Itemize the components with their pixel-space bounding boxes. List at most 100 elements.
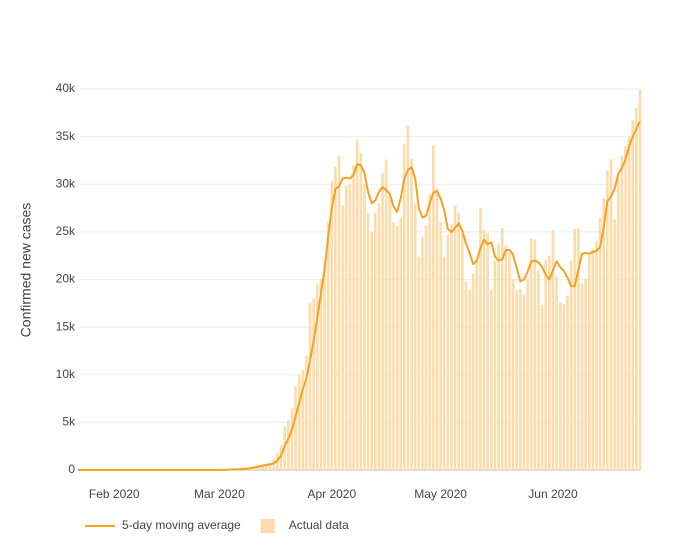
bar	[326, 222, 330, 470]
bar	[584, 278, 587, 470]
bar	[432, 145, 435, 470]
bar	[504, 246, 508, 470]
bar	[486, 232, 490, 470]
bar	[399, 217, 402, 470]
bar	[620, 155, 624, 471]
bar	[442, 256, 446, 470]
bar	[555, 276, 558, 470]
bar	[591, 249, 595, 470]
bar	[537, 269, 540, 470]
y-tick-label: 35k	[56, 129, 76, 143]
bar	[500, 228, 504, 470]
bar	[544, 260, 548, 470]
y-tick-label: 15k	[56, 319, 76, 333]
bar	[508, 252, 511, 470]
bar	[421, 236, 424, 470]
bar	[424, 225, 428, 470]
bar	[355, 139, 359, 471]
x-tick-label: Mar 2020	[194, 487, 245, 501]
bar	[551, 229, 555, 470]
x-tick-label: Feb 2020	[89, 487, 140, 501]
y-tick-label: 5k	[62, 415, 76, 429]
bar	[392, 222, 395, 470]
bar	[548, 255, 551, 470]
bar	[533, 239, 537, 470]
bar	[606, 170, 609, 471]
bar	[261, 464, 265, 470]
bar	[595, 241, 598, 470]
bar	[257, 465, 261, 470]
bar	[482, 229, 486, 470]
bar	[471, 273, 475, 470]
bar	[627, 136, 631, 470]
bar	[395, 226, 399, 470]
bar	[573, 229, 577, 470]
bar	[265, 463, 268, 470]
bar	[490, 289, 493, 470]
bar	[461, 232, 464, 470]
bar	[334, 167, 337, 471]
bar	[348, 184, 352, 470]
bar	[384, 159, 388, 471]
bar	[341, 205, 344, 470]
bar	[450, 224, 453, 470]
bar	[577, 228, 580, 470]
bar	[301, 369, 305, 470]
x-tick-label: Jun 2020	[528, 487, 578, 501]
y-tick-label: 40k	[56, 81, 76, 95]
bar	[428, 193, 432, 470]
bar	[580, 283, 584, 470]
bar	[468, 289, 471, 470]
bar	[540, 305, 544, 470]
bar	[519, 289, 522, 470]
bar	[413, 203, 417, 471]
bar	[602, 198, 606, 470]
bar	[316, 284, 319, 470]
legend-label: 5-day moving average	[122, 518, 241, 532]
bar	[406, 125, 410, 470]
bar	[370, 231, 373, 470]
bar	[616, 176, 620, 470]
bar	[439, 222, 442, 470]
bar	[631, 120, 635, 471]
y-tick-label: 0	[68, 462, 75, 476]
y-axis-label: Confirmed new cases	[18, 203, 34, 338]
bar	[374, 212, 377, 470]
bar	[587, 252, 591, 470]
bar	[403, 144, 406, 470]
x-tick-label: May 2020	[414, 487, 467, 501]
bar	[435, 189, 439, 470]
bar	[410, 158, 413, 470]
bar	[475, 260, 479, 470]
bar	[294, 386, 297, 470]
bar	[511, 279, 515, 470]
bar	[359, 152, 363, 470]
legend-swatch	[260, 519, 275, 533]
bar	[319, 279, 323, 470]
y-tick-label: 25k	[56, 224, 76, 238]
bar	[290, 408, 294, 470]
bar	[366, 212, 370, 470]
bar	[446, 234, 450, 470]
bar	[305, 355, 308, 470]
bar	[526, 278, 529, 470]
x-tick-label: Apr 2020	[307, 487, 356, 501]
bar	[624, 146, 627, 470]
line	[78, 120, 641, 471]
bar	[417, 256, 421, 470]
bar	[345, 185, 348, 470]
bar	[635, 108, 638, 471]
bar	[388, 193, 392, 470]
bar	[268, 462, 272, 470]
bar	[569, 260, 573, 470]
bar	[609, 159, 613, 471]
bar	[529, 238, 533, 470]
bar	[337, 155, 341, 471]
bar	[497, 244, 500, 470]
bar	[464, 281, 468, 470]
bar	[279, 445, 283, 470]
legend-label: Actual data	[289, 518, 349, 532]
y-tick-label: 30k	[56, 176, 76, 190]
bar	[522, 294, 526, 470]
bar	[308, 303, 312, 470]
